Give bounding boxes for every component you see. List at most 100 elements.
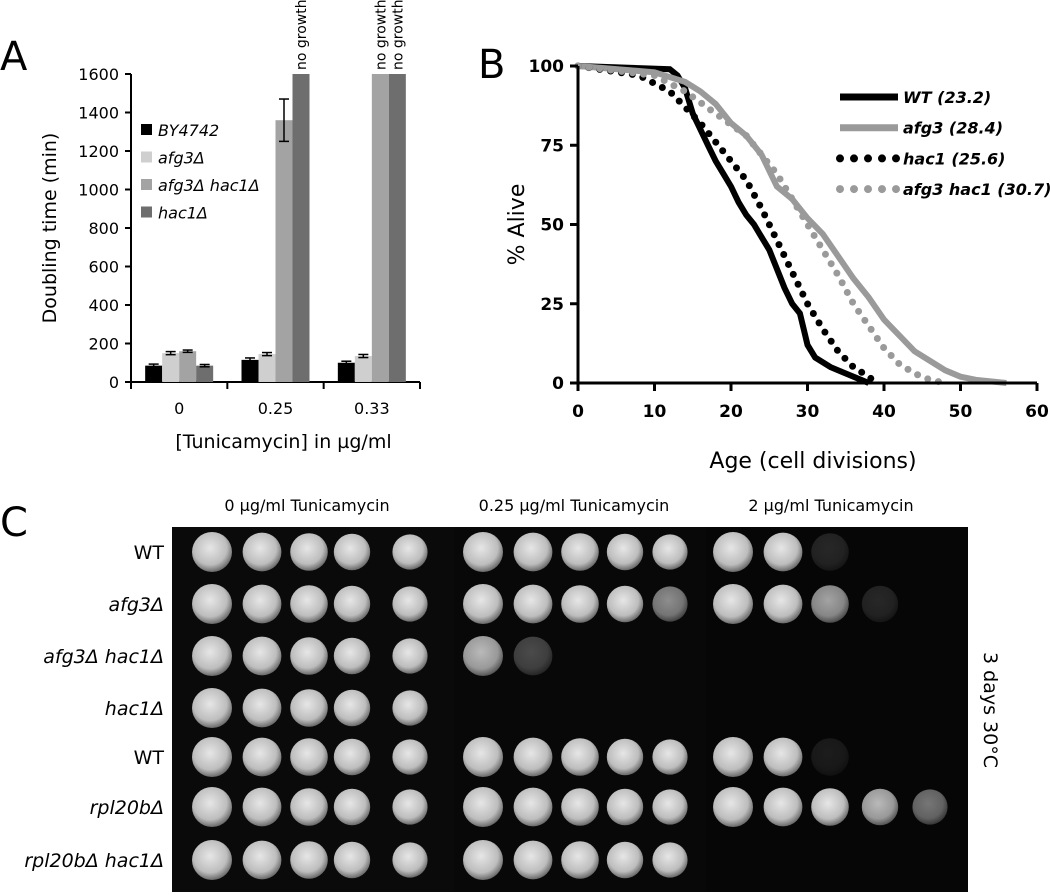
colony-spot	[242, 840, 282, 880]
legend-label: hac1 (25.6)	[903, 149, 1005, 168]
colony-spot	[392, 789, 428, 825]
bar	[388, 74, 406, 382]
x-tick-label: 30	[796, 402, 820, 422]
colony-spot	[713, 787, 753, 827]
colony-spot	[652, 842, 688, 878]
colony-spot	[513, 787, 553, 827]
error-bar	[199, 363, 210, 368]
colony-spot	[561, 533, 599, 571]
colony-spot	[713, 584, 753, 624]
colony-spot	[242, 737, 282, 777]
colony-spot	[333, 637, 371, 675]
survival-line	[577, 63, 1007, 386]
colony-spot	[333, 585, 371, 623]
error-bar	[245, 357, 255, 363]
strain-label: rpl20bΔ	[90, 797, 164, 819]
y-tick-label: 100	[529, 57, 565, 77]
x-axis-title: [Tunicamycin] in µg/ml	[175, 431, 391, 453]
colony-spot	[290, 637, 328, 675]
colony-spot	[652, 789, 688, 825]
colony-spot	[333, 738, 371, 776]
survival-line	[574, 62, 949, 387]
colony-spot	[392, 638, 428, 674]
colony-spot	[713, 532, 753, 572]
colony-spot	[513, 636, 553, 676]
bar	[241, 359, 259, 382]
y-axis-title: Doubling time (min)	[39, 133, 61, 324]
panel-b: WT (23.2) afg3 (28.4) hac1 (25.6) afg3 hac1…	[505, 57, 1050, 474]
error-bar	[279, 98, 289, 143]
colony-spot	[463, 584, 503, 624]
panel-a: 0 200 400 600 800 1000 1200 1400 1600 0 0.25 0.33 BY…	[39, 0, 421, 453]
legend-label: afg3 (28.4)	[903, 119, 1003, 138]
error-bar	[148, 363, 159, 368]
bar	[145, 365, 163, 382]
colony-spot	[242, 584, 282, 624]
colony-spot	[333, 841, 371, 879]
annotation: no growth	[390, 0, 406, 70]
colony-spot	[333, 533, 371, 571]
legend-swatch	[141, 124, 152, 135]
y-tick-label: 1600	[78, 65, 119, 84]
colony-spot	[763, 532, 803, 572]
x-axis-title: Age (cell divisions)	[709, 449, 916, 474]
legend-label: WT (23.2)	[903, 88, 991, 107]
colony-spot	[561, 788, 599, 826]
bar	[179, 351, 197, 382]
colony-spot	[392, 739, 428, 775]
colony-spot	[192, 688, 232, 728]
error-bar	[341, 360, 352, 366]
legend-label: afg3 hac1 (30.7)	[903, 180, 1050, 199]
colony-spot	[811, 788, 849, 826]
legend-swatch	[141, 151, 152, 163]
colony-spot	[192, 787, 232, 827]
x-tick-label: 0	[174, 399, 184, 418]
colony-spot	[290, 533, 328, 571]
colony-spot	[763, 737, 803, 777]
colony-spot	[606, 585, 644, 623]
colony-spot	[652, 534, 688, 570]
y-tick-label: 0	[109, 373, 119, 392]
x-tick-label: 0.25	[258, 399, 294, 418]
annotation: no growth	[373, 0, 389, 70]
bar	[337, 362, 355, 382]
colony-spot	[606, 738, 644, 776]
y-tick-label: 75	[540, 136, 564, 156]
strain-label: WT	[134, 747, 165, 769]
error-bar	[262, 351, 272, 357]
colony-spot	[513, 737, 553, 777]
colony-spot	[811, 533, 849, 571]
legend-swatch	[141, 179, 152, 190]
colony-spot	[290, 788, 328, 826]
bar	[162, 353, 180, 382]
colony-spot	[242, 636, 282, 676]
y-tick-label: 1000	[78, 181, 119, 200]
colony-spot	[652, 586, 688, 622]
error-bar	[358, 353, 369, 359]
colony-spot	[192, 636, 232, 676]
colony-spot	[463, 636, 503, 676]
survival-line	[574, 62, 880, 387]
error-bar	[182, 349, 193, 354]
colony-spot	[763, 584, 803, 624]
colony-spot	[463, 532, 503, 572]
y-tick-label: 1400	[78, 104, 119, 123]
strain-label: rpl20bΔ hac1Δ	[24, 850, 164, 872]
colony-spot	[192, 737, 232, 777]
strain-label: WT	[134, 542, 165, 564]
annotation: no growth	[294, 0, 310, 70]
colony-spot	[513, 532, 553, 572]
condition-label: 3 days 30°C	[979, 652, 1001, 768]
colony-spot	[290, 585, 328, 623]
colony-spot	[912, 789, 948, 825]
x-tick-label: 40	[872, 402, 896, 422]
y-tick-label: 1200	[78, 142, 119, 161]
bar	[196, 365, 214, 382]
panel-label: A	[0, 34, 28, 80]
x-tick-label: 10	[643, 402, 667, 422]
bar	[354, 356, 372, 382]
strain-label: afg3Δ hac1Δ	[43, 646, 164, 668]
colony-spot	[192, 840, 232, 880]
colony-spot	[606, 841, 644, 879]
